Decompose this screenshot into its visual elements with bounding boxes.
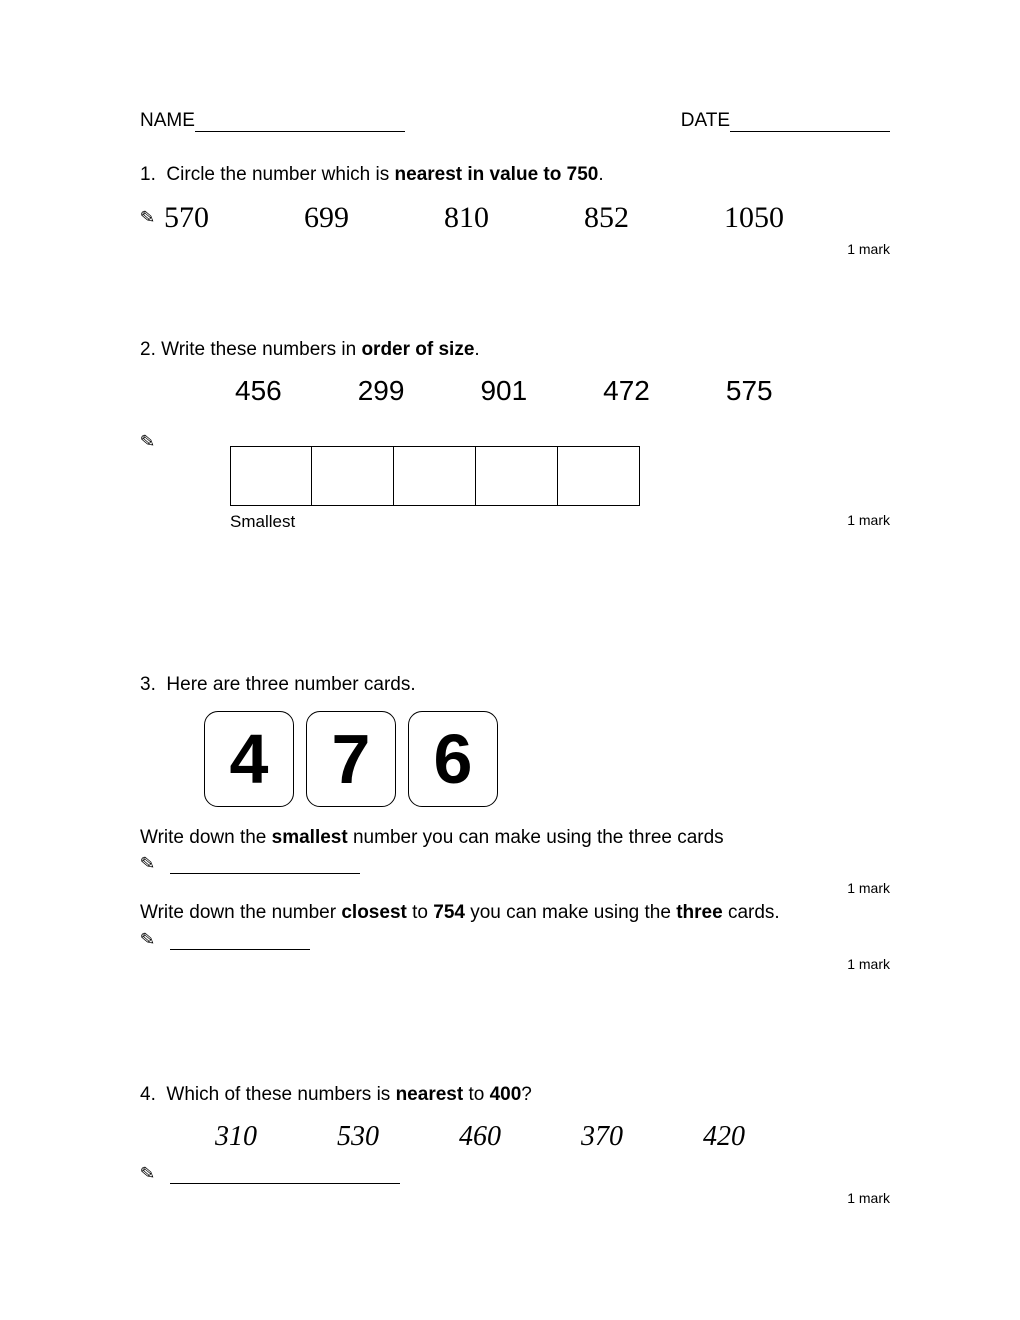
pencil-icon: ✎ [139, 430, 163, 453]
q2-mark: 1 mark [847, 512, 890, 528]
name-field: NAME [140, 110, 405, 132]
q4-option[interactable]: 420 [703, 1121, 745, 1153]
q4-option[interactable]: 530 [337, 1121, 379, 1153]
q3-number: 3. [140, 674, 156, 695]
number-card: 4 [204, 711, 294, 807]
name-label: NAME [140, 110, 195, 132]
pencil-icon: ✎ [139, 206, 163, 229]
number-card: 7 [306, 711, 396, 807]
q3-answer2: ✎ [140, 929, 890, 950]
q4-option[interactable]: 460 [459, 1121, 501, 1153]
answer-underline[interactable] [170, 1166, 400, 1184]
answer-box[interactable] [230, 446, 312, 506]
q2-number: 2. [140, 339, 156, 360]
date-label: DATE [681, 110, 730, 132]
q2-smallest-label: Smallest [230, 512, 295, 532]
pencil-icon: ✎ [139, 928, 163, 951]
q3-answer1: ✎ [140, 853, 890, 874]
q2-prompt: 2. Write these numbers in order of size. [140, 337, 890, 364]
q1-options-row: ✎ 570 699 810 852 1050 [140, 201, 890, 235]
q4-option[interactable]: 370 [581, 1121, 623, 1153]
q2-option: 472 [603, 375, 650, 407]
q1-prompt: 1. Circle the number which is nearest in… [140, 162, 890, 189]
q4-option[interactable]: 310 [215, 1121, 257, 1153]
q4-mark: 1 mark [140, 1190, 890, 1206]
header-row: NAME DATE [140, 110, 890, 132]
date-underline[interactable] [730, 114, 890, 132]
q2-option: 456 [235, 375, 282, 407]
q4-answer: ✎ [140, 1163, 890, 1184]
q3-mark2: 1 mark [140, 956, 890, 972]
name-underline[interactable] [195, 114, 405, 132]
q4-options-row: 310 530 460 370 420 [140, 1121, 890, 1153]
q3-line2: Write down the number closest to 754 you… [140, 900, 890, 927]
answer-box[interactable] [476, 446, 558, 506]
q1-option[interactable]: 699 [304, 201, 444, 235]
q1-option[interactable]: 810 [444, 201, 584, 235]
q2-option: 901 [480, 375, 527, 407]
q3-intro: 3. Here are three number cards. [140, 672, 890, 699]
q1-option[interactable]: 852 [584, 201, 724, 235]
q4-prompt: 4. Which of these numbers is nearest to … [140, 1082, 890, 1109]
q4-number: 4. [140, 1084, 156, 1105]
pencil-icon: ✎ [139, 1162, 163, 1185]
worksheet-page: NAME DATE 1. Circle the number which is … [0, 0, 1020, 1320]
q1-option[interactable]: 1050 [724, 201, 864, 235]
answer-box[interactable] [312, 446, 394, 506]
q1-option[interactable]: 570 [164, 201, 304, 235]
answer-box[interactable] [394, 446, 476, 506]
answer-box[interactable] [558, 446, 640, 506]
q2-options-row: 456 299 901 472 575 [140, 375, 890, 407]
q2-option: 299 [358, 375, 405, 407]
answer-underline[interactable] [170, 856, 360, 874]
q1-number: 1. [140, 164, 156, 185]
q1-mark: 1 mark [140, 241, 890, 257]
number-card: 6 [408, 711, 498, 807]
date-field: DATE [681, 110, 890, 132]
q3-mark1: 1 mark [140, 880, 890, 896]
q2-option: 575 [726, 375, 773, 407]
q2-answer-boxes [230, 446, 890, 506]
pencil-icon: ✎ [139, 852, 163, 875]
q3-cards-row: 4 7 6 [204, 711, 890, 807]
answer-underline[interactable] [170, 932, 310, 950]
q3-line1: Write down the smallest number you can m… [140, 825, 890, 852]
